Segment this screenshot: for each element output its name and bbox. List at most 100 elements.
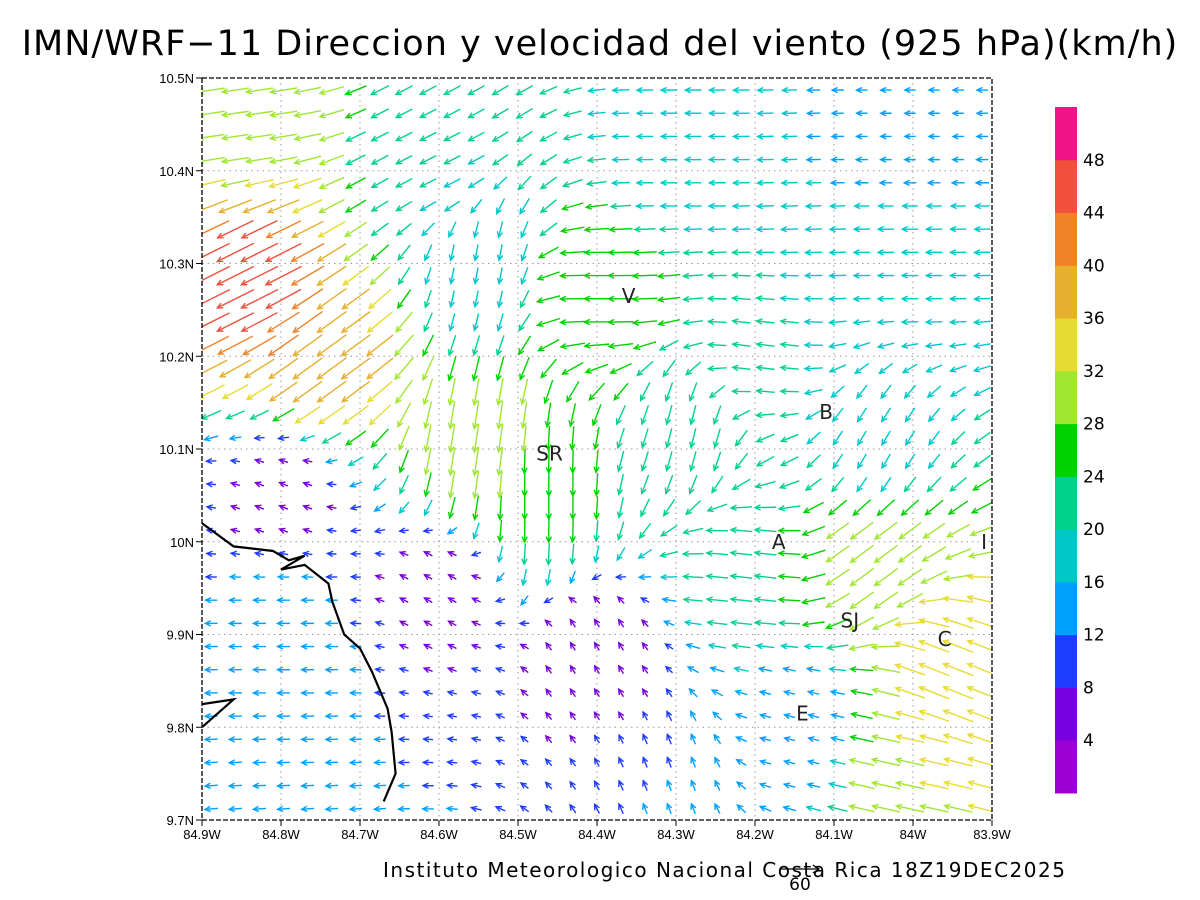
wind-arrow-head [616,441,623,450]
wind-arrow-head [779,226,788,233]
wind-arrow [217,199,252,214]
wind-arrow-head [268,88,277,95]
wind-arrow [586,110,606,117]
wind-arrow [779,643,799,650]
wind-arrow [656,296,681,303]
wind-arrow [372,452,388,471]
wind-arrow [302,504,313,511]
wind-arrow-shaft [806,454,821,468]
wind-arrow [423,244,433,262]
wind-arrow [521,519,528,544]
wind-arrow [471,356,481,382]
wind-arrow [804,226,822,233]
wind-arrow-shaft [266,288,302,309]
wind-arrow-head [950,414,958,422]
wind-arrow [614,573,626,581]
wind-arrow-head [659,179,667,187]
wind-arrow-shaft [592,404,602,426]
wind-arrow [664,451,673,473]
wind-arrow-head [202,393,205,399]
wind-arrow [735,758,747,766]
wind-arrow-head [229,527,238,534]
lat-tick-label: 10.3N [159,257,194,272]
wind-arrow [467,85,485,96]
wind-arrow-shaft [638,548,653,559]
wind-arrow-shaft [755,621,777,626]
wind-arrow [805,156,821,163]
wind-arrow [972,272,991,279]
wind-arrow-head [544,781,552,789]
wind-arrow-shaft [374,807,387,810]
wind-arrow [470,198,483,214]
wind-arrow-shaft [571,543,575,564]
wind-arrow-shaft [688,688,698,698]
wind-arrow [638,522,652,540]
wind-arrow-shaft [450,244,455,261]
wind-arrow [920,570,948,584]
wind-arrow-head [491,159,500,166]
wind-arrow-head [973,249,981,256]
wind-arrow-head [215,256,224,263]
wind-arrow [950,453,966,469]
wind-arrow-head [290,255,298,262]
wind-arrow [827,342,847,349]
wind-arrow-head [535,297,544,304]
wind-arrow-shaft [919,619,950,628]
wind-arrow-shaft [216,242,255,263]
wind-arrow-head [399,487,406,495]
wind-arrow-head [852,272,860,279]
wind-arrow-head [559,343,567,350]
wind-arrow-shaft [444,178,461,188]
wind-arrow [831,407,844,423]
wind-arrow [642,733,649,745]
wind-arrow-head [447,469,455,477]
wind-arrow-head [894,734,903,741]
wind-arrow-shaft [683,297,704,301]
wind-arrow-head [292,349,300,357]
place-label: V [622,284,636,308]
wind-arrow-head [496,513,504,521]
wind-arrow-shaft [266,220,302,239]
wind-arrow [374,550,385,558]
wind-arrow-shaft [755,480,776,488]
wind-arrow-shaft [713,405,722,425]
wind-arrow-shaft [808,760,820,765]
wind-arrow-head [569,466,576,475]
wind-arrow [753,549,777,557]
wind-arrow-head [536,320,544,327]
wind-arrow-shaft [665,381,674,401]
wind-arrow-head [325,527,334,534]
wind-arrow-shaft [322,432,342,444]
wind-arrow-shaft [660,524,678,537]
wind-arrow [397,266,411,286]
wind-arrow-head [779,364,787,372]
wind-arrow [683,179,702,187]
wind-arrow-head [244,88,253,95]
wind-arrow-shaft [880,476,892,492]
wind-arrow [881,430,891,447]
wind-arrow [447,573,457,581]
wind-arrow [924,249,943,256]
wind-arrow [472,313,480,332]
wind-arrow-head [253,458,262,465]
wind-arrow-shaft [397,244,411,261]
wind-arrow-head [268,134,277,141]
wind-arrow-shaft [447,807,458,811]
wind-arrow [275,689,290,697]
wind-arrow-head [896,601,904,608]
wind-arrow-head [607,342,615,350]
wind-arrow [515,130,533,143]
wind-arrow [365,357,394,380]
wind-arrow [661,596,677,604]
wind-arrow-head [251,666,260,673]
wind-arrow-shaft [243,199,276,213]
wind-arrow-shaft [222,156,249,163]
place-label: C [938,627,952,651]
wind-arrow-head [195,208,201,213]
wind-arrow-shaft [423,499,433,516]
wind-arrow-shaft [547,543,550,565]
wind-arrow-shaft [947,523,970,538]
wind-arrow-shaft [760,690,772,695]
wind-arrow-head [828,226,836,233]
wind-arrow-head [240,232,248,239]
